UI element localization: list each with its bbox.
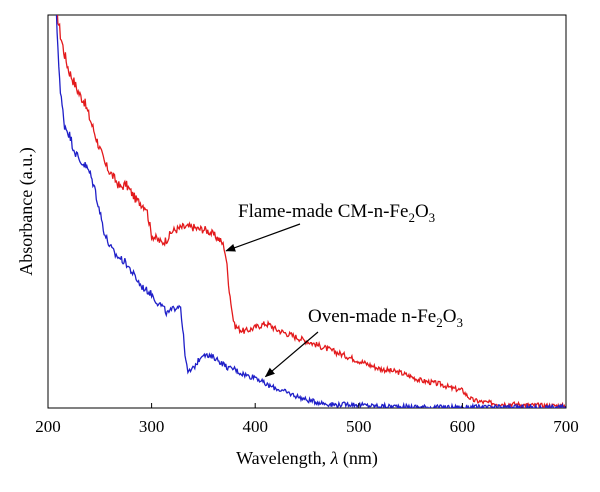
annotation-label: Flame-made CM-n-Fe2O3 [238, 201, 435, 225]
x-tick-label: 300 [139, 417, 165, 436]
y-axis-label: Absorbance (a.u.) [16, 147, 37, 275]
plot-frame [47, 14, 567, 409]
x-tick-label: 600 [450, 417, 476, 436]
x-tick-label: 500 [346, 417, 372, 436]
x-tick-label: 200 [35, 417, 61, 436]
annotation-arrow [264, 331, 319, 378]
annotation-sub1: 2 [408, 210, 415, 225]
annotation-mid: O [443, 306, 457, 327]
annotation-arrow [225, 223, 301, 252]
x-axis-label-symbol: λ [330, 448, 339, 468]
x-axis-ticks: 200 300 400 500 600 700 [35, 403, 579, 436]
x-axis-label-unit: (nm) [338, 448, 378, 469]
x-axis-label-text: Wavelength, [236, 448, 331, 468]
annotation-label: Oven-made n-Fe2O3 [308, 306, 463, 330]
series-line-2 [55, 15, 566, 408]
annotation-sub2: 3 [456, 315, 463, 330]
annotation-sub1: 2 [436, 315, 443, 330]
annotation-pre: Oven-made n-Fe [308, 306, 436, 327]
series-layer [55, 15, 566, 408]
x-tick-label: 700 [553, 417, 579, 436]
annotation-mid: O [415, 201, 429, 222]
series-line-1 [56, 15, 566, 408]
annotation-pre: Flame-made CM-n-Fe [238, 201, 408, 222]
x-tick-label: 400 [242, 417, 268, 436]
x-axis-label: Wavelength, λ (nm) [236, 448, 378, 469]
annotation-sub2: 3 [429, 210, 436, 225]
